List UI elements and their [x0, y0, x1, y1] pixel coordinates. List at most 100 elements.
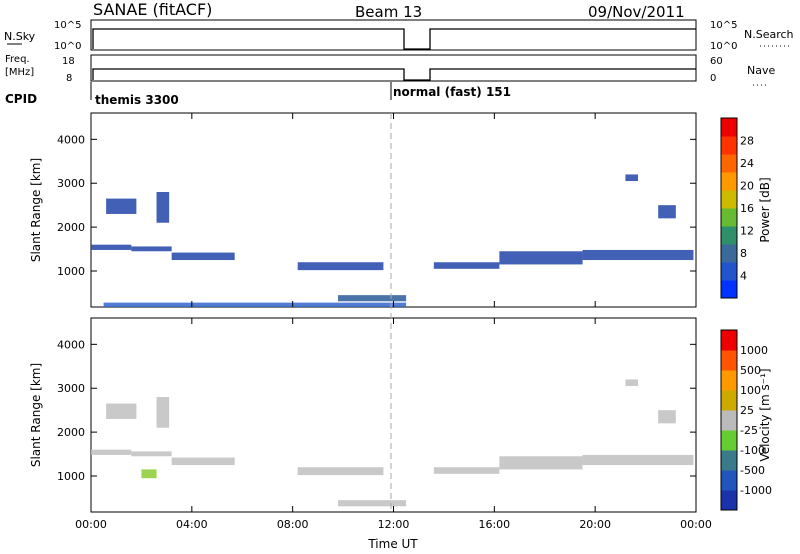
freq-tick-top: 18	[62, 56, 75, 67]
velocity-ylabel: Slant Range [km]	[29, 363, 43, 467]
velocity-colorbar-swatch	[721, 370, 737, 391]
power-echo-band	[106, 198, 137, 214]
velocity-colorbar-tick: -25	[740, 424, 758, 437]
power-colorbar-swatch	[721, 172, 737, 191]
time-tick-label: 12:00	[378, 518, 410, 531]
velocity-colorbar-tick: 1000	[740, 344, 768, 357]
velocity-colorbar-tick: -500	[740, 464, 765, 477]
velocity-ytick-label: 1000	[57, 470, 85, 483]
power-ytick-label: 4000	[57, 133, 85, 146]
time-tick-label: 08:00	[277, 518, 309, 531]
power-ytick-label: 3000	[57, 177, 85, 190]
time-tick-label: 20:00	[579, 518, 611, 531]
velocity-colorbar-swatch	[721, 430, 737, 451]
velocity-colorbar-swatch	[721, 330, 737, 351]
freq-tick-bottom: 8	[66, 73, 72, 84]
power-colorbar-swatch	[721, 244, 737, 263]
power-ytick-label: 1000	[57, 265, 85, 278]
nsearch-tick-top: 10^5	[710, 20, 737, 31]
velocity-colorbar-tick: -1000	[740, 484, 772, 497]
velocity-echo-band	[131, 451, 172, 457]
velocity-echo-band	[625, 379, 639, 387]
velocity-colorbar-tick: -100	[740, 444, 765, 457]
velocity-echo-band	[91, 449, 132, 455]
cpid-second: normal (fast) 151	[393, 85, 511, 99]
power-echo-band	[297, 262, 384, 271]
power-colorbar-swatch	[721, 208, 737, 227]
power-echo-band	[103, 302, 407, 307]
velocity-data-group	[91, 379, 694, 507]
station-title: SANAE (fitACF)	[93, 0, 212, 19]
velocity-echo-band	[156, 397, 170, 428]
velocity-colorbar-swatch	[721, 390, 737, 411]
time-axis-label: Time UT	[367, 537, 418, 551]
velocity-colorbar-swatch	[721, 410, 737, 431]
velocity-colorbar-swatch	[721, 470, 737, 491]
nsky-trace	[92, 28, 696, 50]
power-echo-band	[171, 252, 235, 261]
power-colorbar-tick: 16	[740, 202, 754, 215]
velocity-echo-band	[499, 456, 583, 470]
power-colorbar-swatch	[721, 226, 737, 245]
freq-unit-label: [MHz]	[5, 67, 34, 78]
velocity-echo-band	[141, 469, 157, 479]
nsearch-tick-bottom: 10^0	[710, 41, 737, 52]
power-data-group	[91, 174, 694, 307]
velocity-panel: 1000 2000 3000 4000 00:00 04:00 08:00 12:00 16:…	[29, 317, 712, 551]
velocity-echo-band	[171, 457, 235, 466]
date-title: 09/Nov/2011	[588, 3, 685, 21]
time-tick-label: 04:00	[176, 518, 208, 531]
power-colorbar-swatch	[721, 262, 737, 281]
nave-label: Nave	[747, 64, 775, 77]
power-colorbar-label: Power [dB]	[758, 177, 772, 242]
velocity-colorbar-swatch	[721, 350, 737, 371]
velocity-panel-frame	[90, 317, 697, 513]
power-echo-band	[625, 174, 639, 182]
power-y-axis: 1000 2000 3000 4000	[57, 133, 696, 278]
nsky-label: N.Sky	[4, 30, 36, 43]
power-echo-band	[131, 246, 172, 252]
power-x-axis	[90, 113, 697, 307]
power-echo-band	[433, 262, 500, 269]
velocity-colorbar-label: Velocity [m s⁻¹]	[758, 368, 772, 461]
power-colorbar-tick: 20	[740, 180, 754, 193]
power-panel: 1000 2000 3000 4000 Slant Range [km]	[29, 112, 697, 308]
time-tick-label: 16:00	[478, 518, 510, 531]
velocity-echo-band	[297, 467, 384, 476]
power-echo-band	[582, 249, 694, 261]
power-echo-band	[658, 205, 676, 219]
velocity-colorbar: Velocity [m s⁻¹] 1000 500 100 25 -25 -100 -500…	[720, 329, 772, 511]
velocity-ytick-label: 3000	[57, 382, 85, 395]
power-colorbar-tick: 4	[740, 270, 747, 283]
power-ytick-label: 2000	[57, 221, 85, 234]
velocity-echo-band	[338, 500, 407, 507]
nsky-tick-top: 10^5	[54, 20, 81, 31]
power-echo-band	[499, 251, 583, 265]
nave-tick-top: 60	[710, 56, 723, 67]
nsearch-label: N.Search	[744, 28, 794, 41]
time-tick-label: 00:00	[75, 518, 107, 531]
beam-title: Beam 13	[355, 3, 422, 21]
velocity-colorbar-tick: 25	[740, 404, 754, 417]
power-colorbar-swatch	[721, 280, 737, 299]
power-colorbar-swatch	[721, 136, 737, 155]
power-colorbar-frame	[720, 117, 738, 299]
velocity-colorbar-tick: 100	[740, 384, 761, 397]
power-colorbar-tick: 28	[740, 135, 754, 148]
cpid-first: themis 3300	[95, 93, 179, 107]
velocity-echo-band	[658, 410, 676, 424]
freq-panel-frame	[90, 54, 697, 82]
power-colorbar: Power [dB] 4 8 12 16 20 24 28	[720, 117, 772, 299]
velocity-colorbar-frame	[720, 329, 738, 511]
power-echo-band	[91, 244, 132, 250]
power-colorbar-tick: 12	[740, 225, 754, 238]
velocity-echo-band	[582, 454, 694, 466]
freq-trace	[92, 68, 696, 81]
power-colorbar-tick: 24	[740, 157, 754, 170]
velocity-x-axis: 00:00 04:00 08:00 12:00 16:00 20:00 00:00	[75, 318, 712, 531]
power-echo-band	[156, 192, 170, 223]
velocity-colorbar-swatch	[721, 450, 737, 471]
velocity-echo-band	[433, 467, 500, 474]
power-ylabel: Slant Range [km]	[29, 158, 43, 262]
